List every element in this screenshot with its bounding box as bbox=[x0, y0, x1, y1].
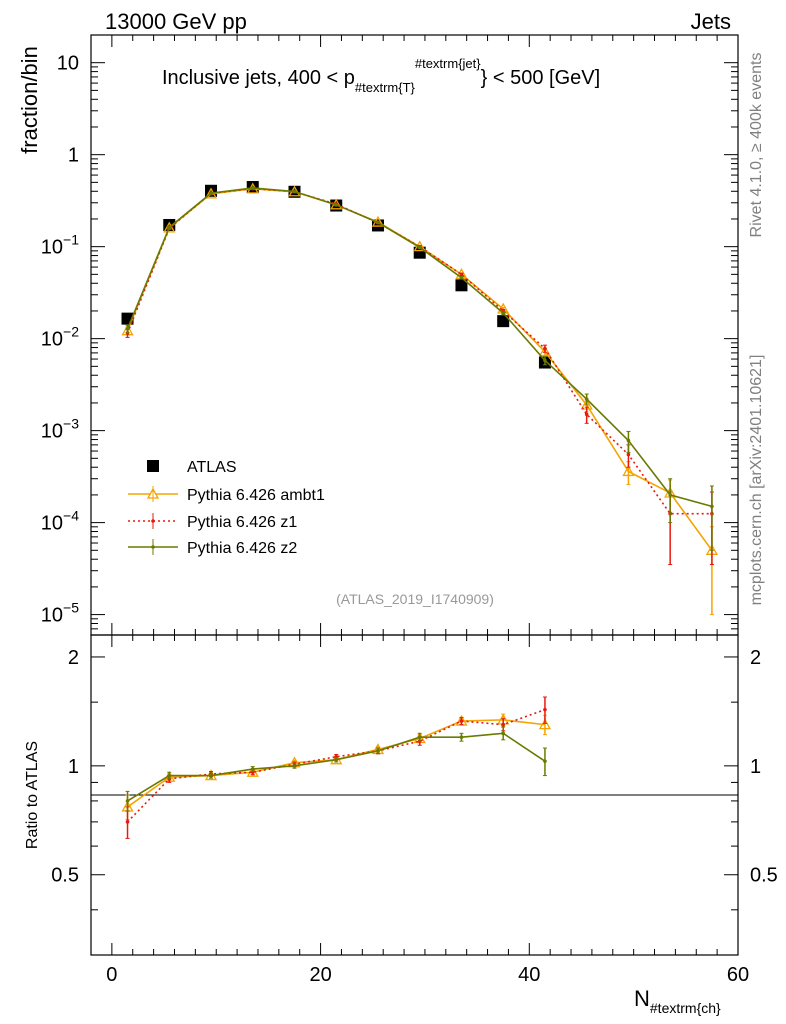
x-label-main: N bbox=[634, 986, 650, 1011]
legend: ATLAS Pythia 6.426 ambt1 Pythia 6.426 z1 Py… bbox=[128, 459, 325, 557]
atlas-point bbox=[497, 315, 510, 328]
series-marker bbox=[167, 225, 172, 230]
series-3 bbox=[125, 186, 714, 812]
y-axis-label: fraction/bin bbox=[17, 46, 42, 154]
series-marker bbox=[622, 465, 635, 477]
ratio-marker bbox=[125, 820, 130, 824]
y-tick-label: 10−5 bbox=[41, 600, 79, 627]
series-marker bbox=[292, 189, 297, 194]
series-marker bbox=[626, 438, 631, 443]
ratio-marker bbox=[417, 735, 422, 740]
ratio-tick-label-right: 0.5 bbox=[750, 865, 778, 887]
atlas-point bbox=[455, 279, 468, 292]
ratio-marker bbox=[125, 799, 130, 803]
y-tick-label: 10−2 bbox=[41, 324, 79, 351]
legend-label: Pythia 6.426 ambt1 bbox=[187, 487, 325, 504]
series-marker bbox=[250, 186, 255, 190]
legend-label: Pythia 6.426 z1 bbox=[187, 514, 297, 531]
series-marker bbox=[538, 345, 552, 357]
title-suffix: } < 500 [GeV] bbox=[481, 67, 601, 89]
x-axis-label: N#textrm{ch} bbox=[634, 986, 721, 1016]
series-marker bbox=[163, 221, 176, 233]
rivet-label: Rivet 4.1.0, ≥ 400k events bbox=[748, 53, 765, 238]
ratio-marker bbox=[250, 767, 255, 771]
ratio-marker bbox=[376, 749, 380, 753]
ratio-marker bbox=[209, 773, 213, 778]
reference-label: (ATLAS_2019_I1740909) bbox=[336, 591, 494, 607]
ratio-axis-label: Ratio to ATLAS bbox=[24, 741, 41, 849]
series-marker bbox=[459, 272, 464, 277]
ratio-marker bbox=[334, 757, 339, 762]
legend-swatch bbox=[147, 460, 159, 472]
title-sup: #textrm{jet} bbox=[415, 56, 481, 71]
title-sub: #textrm{T} bbox=[355, 80, 416, 95]
series-marker bbox=[376, 220, 380, 225]
series-marker bbox=[626, 452, 631, 457]
series-marker bbox=[584, 412, 589, 417]
series-marker bbox=[334, 203, 339, 207]
ratio-tick-label: 1 bbox=[68, 756, 79, 778]
ratio-marker bbox=[501, 722, 506, 727]
ratio-marker bbox=[543, 707, 547, 712]
ratio-line bbox=[127, 732, 546, 802]
series-marker bbox=[584, 397, 589, 401]
y-tick-label: 10−3 bbox=[41, 416, 79, 443]
series-marker bbox=[459, 275, 464, 280]
y-tick-label: 1 bbox=[68, 145, 79, 167]
ratio-marker bbox=[501, 731, 506, 736]
ratio-tick-label-right: 2 bbox=[750, 647, 761, 669]
series-marker bbox=[501, 311, 506, 315]
series-marker bbox=[417, 245, 422, 250]
series-layer bbox=[121, 181, 719, 839]
series-marker bbox=[209, 191, 213, 195]
legend-item: ATLAS bbox=[147, 459, 237, 476]
x-label-sub: #textrm{ch} bbox=[650, 1000, 721, 1016]
series-marker bbox=[125, 326, 130, 331]
x-tick-label: 60 bbox=[727, 964, 749, 986]
ratio-marker bbox=[459, 719, 464, 723]
ratio-marker bbox=[292, 764, 297, 768]
x-tick-label: 40 bbox=[518, 964, 540, 986]
ratio-marker bbox=[459, 735, 464, 740]
series-marker bbox=[543, 358, 547, 363]
plot-title: Inclusive jets, 400 < p#textrm{T} #textrm… bbox=[162, 56, 600, 95]
ratio-line bbox=[126, 708, 546, 823]
header-right: Jets bbox=[691, 9, 731, 34]
series-marker bbox=[543, 346, 547, 351]
ratio-tick-label-right: 1 bbox=[750, 756, 761, 778]
y-tick-label: 10−1 bbox=[41, 232, 79, 259]
ratio-tick-label: 2 bbox=[68, 647, 79, 669]
series-marker bbox=[710, 504, 714, 509]
y-tick-label: 10 bbox=[57, 53, 79, 75]
series-marker bbox=[668, 493, 672, 497]
legend-label: Pythia 6.426 z2 bbox=[187, 540, 297, 557]
x-tick-label: 0 bbox=[106, 964, 117, 986]
mcplots-label: mcplots.cern.ch [arXiv:2401.10621] bbox=[748, 355, 765, 606]
header-left: 13000 GeV pp bbox=[105, 9, 247, 34]
ratio-marker bbox=[167, 773, 172, 778]
legend-item: Pythia 6.426 ambt1 bbox=[128, 486, 325, 504]
legend-item: Pythia 6.426 z1 bbox=[128, 513, 297, 531]
ratio-marker bbox=[538, 718, 552, 730]
ratio-tick-label: 0.5 bbox=[51, 865, 79, 887]
axes: 0 20 40 60 10 1 10−1 10−2 10−3 10−4 10−5 0.5 0.5 1 1 2 2 bbox=[41, 34, 778, 986]
ratio-marker bbox=[543, 759, 547, 764]
x-tick-label: 20 bbox=[309, 964, 331, 986]
y-tick-label: 10−4 bbox=[41, 508, 79, 535]
legend-label: ATLAS bbox=[187, 459, 237, 476]
title-prefix: Inclusive jets, 400 < p bbox=[162, 67, 355, 89]
legend-item: Pythia 6.426 z2 bbox=[128, 539, 297, 557]
